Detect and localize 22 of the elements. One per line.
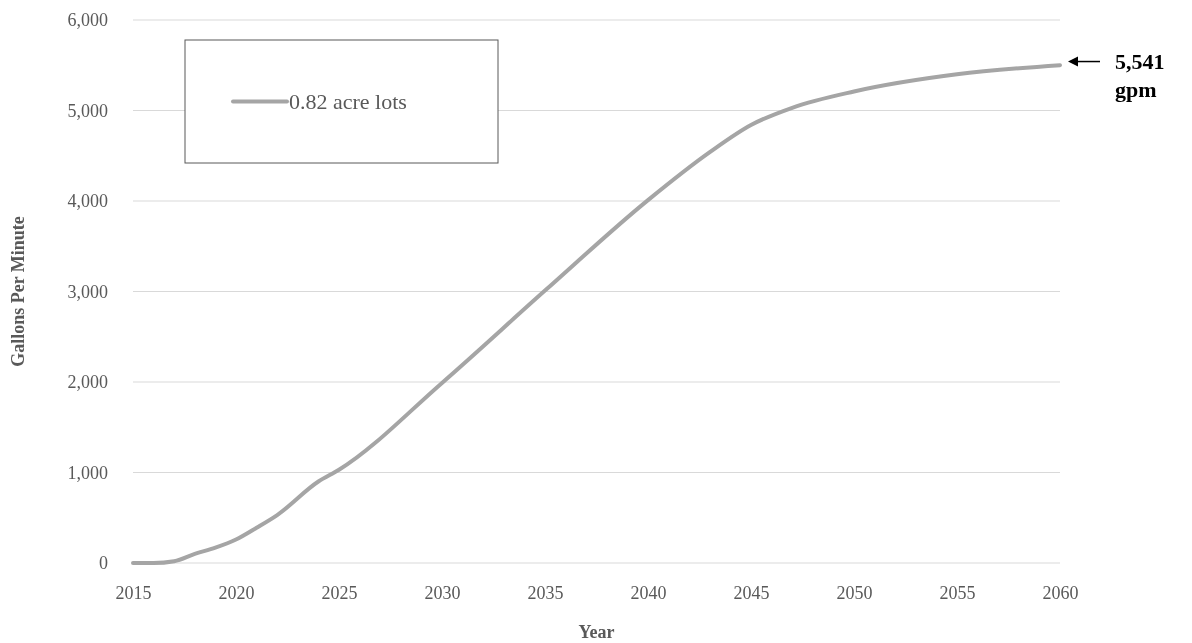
y-axis-title: Gallons Per Minute (8, 216, 28, 367)
y-tick-label: 3,000 (67, 281, 108, 302)
y-tick-label: 4,000 (67, 191, 108, 212)
legend-label: 0.82 acre lots (289, 88, 407, 114)
x-tick-label: 2020 (218, 582, 255, 603)
x-tick-label: 2060 (1042, 582, 1079, 603)
x-tick-label: 2055 (939, 582, 976, 603)
annotation: 5,541 gpm (1115, 48, 1165, 102)
x-tick-label: 2030 (424, 582, 461, 603)
x-tick-label: 2035 (527, 582, 564, 603)
line-series (131, 63, 1062, 565)
x-axis-title: Year (578, 622, 615, 642)
x-tick-label: 2015 (115, 582, 152, 603)
x-tick-label: 2040 (630, 582, 667, 603)
x-tick-label: 2045 (733, 582, 770, 603)
y-tick-label: 6,000 (67, 10, 108, 31)
y-tick-label: 1,000 (67, 462, 108, 483)
x-tick-label: 2050 (836, 582, 873, 603)
y-tick-label: 2,000 (67, 372, 108, 393)
x-tick-label: 2025 (321, 582, 358, 603)
y-tick-label: 5,000 (67, 100, 108, 121)
y-tick-label: 0 (99, 553, 108, 574)
